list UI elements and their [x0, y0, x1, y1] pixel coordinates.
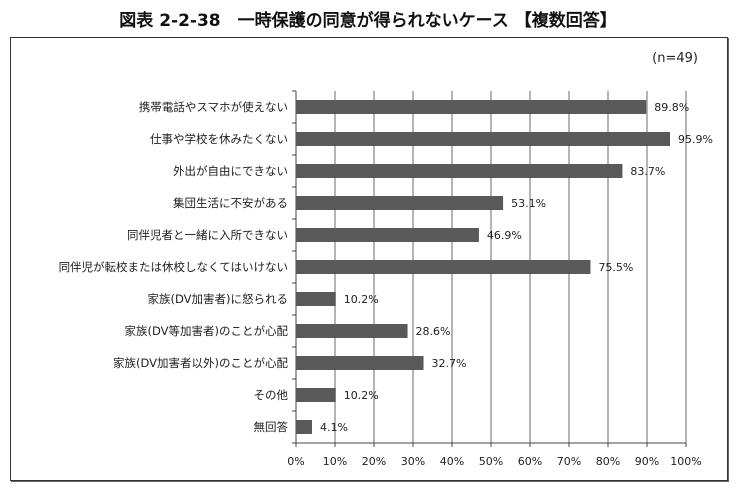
x-tick-label: 40% [440, 455, 464, 468]
bar [296, 356, 424, 370]
data-label: 32.7% [432, 357, 467, 370]
x-tick-label: 50% [479, 455, 503, 468]
bar [296, 228, 479, 242]
data-label: 28.6% [416, 325, 451, 338]
data-label: 4.1% [320, 421, 348, 434]
data-label: 83.7% [630, 165, 665, 178]
bar [296, 164, 623, 178]
category-label: 携帯電話やスマホが使えない [139, 100, 288, 114]
bar [296, 132, 671, 146]
category-label: 仕事や学校を休みたくない [150, 132, 288, 146]
x-tick-label: 90% [635, 455, 659, 468]
x-tick-label: 60% [518, 455, 542, 468]
category-label: 家族(DV等加害者)のことが心配 [125, 324, 289, 338]
category-label: 外出が自由にできない [173, 164, 288, 178]
sample-size-note: (n=49) [652, 51, 698, 66]
x-tick-label: 20% [362, 455, 386, 468]
bar [296, 292, 336, 306]
data-label: 10.2% [344, 293, 379, 306]
category-label: その他 [254, 388, 289, 402]
category-label: 無回答 [254, 420, 289, 434]
category-label: 家族(DV加害者以外)のことが心配 [113, 356, 288, 370]
category-label: 家族(DV加害者)に怒られる [148, 292, 289, 306]
bar [296, 324, 408, 338]
bar [296, 420, 312, 434]
category-label: 同伴児が転校または休校しなくてはいけない [59, 260, 288, 274]
category-label: 同伴児者と一緒に入所できない [127, 228, 288, 242]
x-tick-label: 0% [287, 455, 304, 468]
data-label: 95.9% [678, 133, 713, 146]
x-tick-label: 70% [557, 455, 581, 468]
bar [296, 196, 504, 210]
chart-frame [10, 37, 728, 481]
x-tick-label: 10% [323, 455, 347, 468]
data-label: 75.5% [598, 261, 633, 274]
x-tick-label: 80% [596, 455, 620, 468]
category-label: 集団生活に不安がある [173, 196, 288, 210]
data-label: 46.9% [487, 229, 522, 242]
bar [296, 388, 336, 402]
bar [296, 100, 647, 114]
chart-title: 図表 2-2-38 一時保護の同意が得られないケース 【複数回答】 [119, 11, 617, 31]
data-label: 10.2% [344, 389, 379, 402]
x-tick-label: 100% [670, 455, 701, 468]
data-label: 53.1% [511, 197, 546, 210]
x-tick-label: 30% [401, 455, 425, 468]
bar [296, 260, 591, 274]
data-label: 89.8% [654, 101, 689, 114]
